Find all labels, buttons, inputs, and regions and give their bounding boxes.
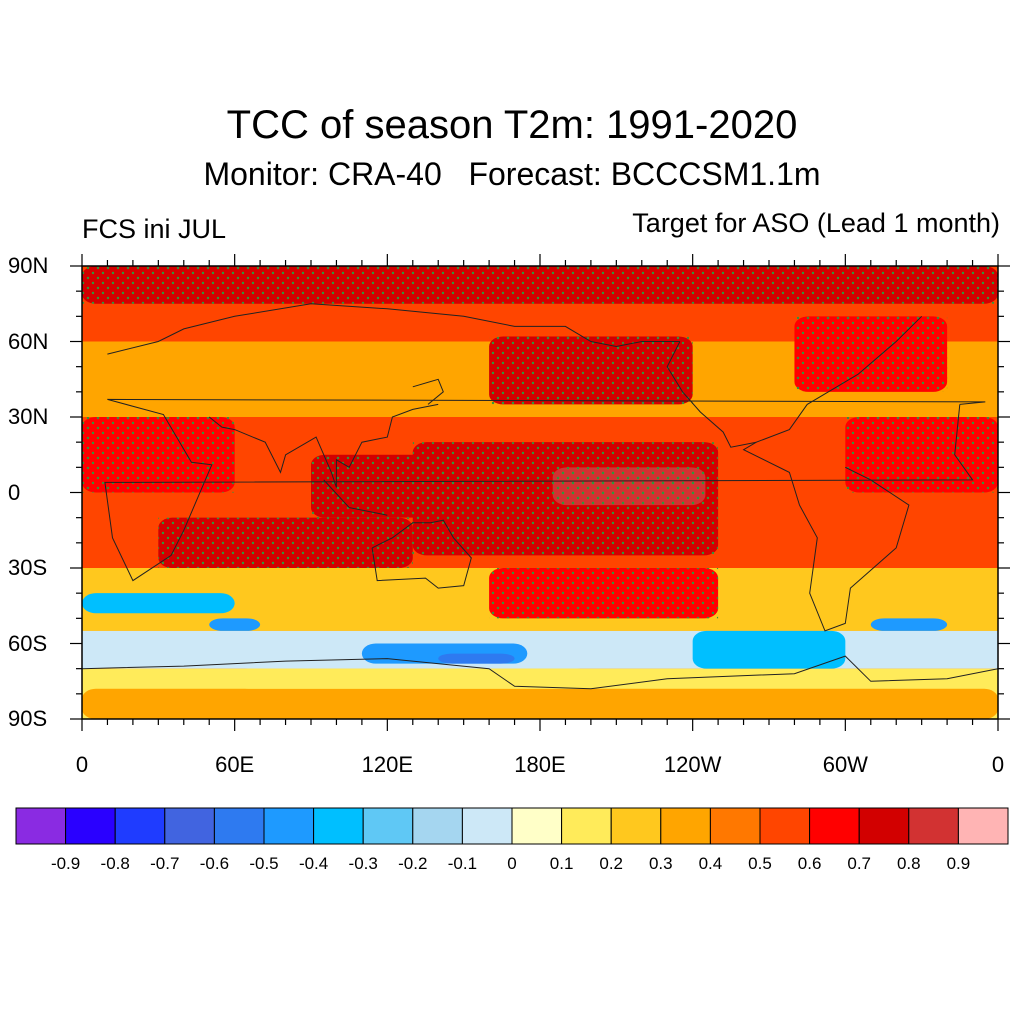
colorbar	[15, 807, 1009, 845]
coastline	[371, 519, 472, 589]
coastline	[107, 303, 680, 355]
colorbar-label: 0.5	[748, 854, 772, 873]
colorbar-label: 0.7	[847, 854, 871, 873]
colorbar-box	[759, 807, 811, 845]
colorbar-box	[313, 807, 364, 845]
colorbar-box	[809, 807, 860, 845]
colorbar-label: 0.4	[698, 854, 723, 873]
field-region	[234, 668, 591, 689]
lon-tick-label: 180E	[514, 752, 566, 777]
colorbar-box	[362, 807, 414, 845]
stipple-region	[311, 454, 464, 518]
colorbar-label: -0.3	[348, 854, 378, 873]
colorbar-label: -0.7	[150, 854, 180, 873]
lat-tick-label: 90N	[8, 253, 49, 278]
stipple-region	[489, 568, 719, 619]
colorbar-box	[65, 807, 116, 845]
field-band	[82, 630, 998, 669]
colorbar-label: 0.3	[648, 854, 673, 873]
colorbar-label: 0.9	[946, 854, 971, 873]
stipple-region	[82, 417, 235, 493]
plot-subtitle: Monitor: CRA-40 Forecast: BCCCSM1.1m	[203, 156, 821, 192]
lon-tick-label: 0	[991, 752, 1005, 777]
field-region	[870, 618, 948, 631]
colorbar-box	[908, 807, 959, 845]
colorbar-label: -0.5	[249, 854, 279, 873]
coastline	[666, 341, 757, 448]
colorbar-box	[561, 807, 612, 845]
colorbar-box	[263, 807, 315, 845]
colorbar-box	[511, 807, 563, 845]
lat-tick-label: 90S	[8, 706, 48, 731]
coastline	[323, 479, 388, 516]
stipple-region	[489, 336, 693, 405]
colorbar-box	[610, 807, 662, 845]
lon-tick-label: 60E	[215, 752, 255, 777]
colorbar-label: -0.8	[100, 854, 130, 873]
coastline	[412, 378, 444, 405]
colorbar-label: 0.6	[797, 854, 822, 873]
colorbar-label: 0.8	[896, 854, 921, 873]
lat-tick-label: 60S	[8, 630, 48, 656]
lon-tick-label: 120W	[663, 752, 722, 777]
target-season-label: Target for ASO (Lead 1 month)	[632, 208, 1000, 238]
colorbar-box	[709, 807, 761, 845]
field-region	[82, 688, 998, 719]
lon-tick-label: 120E	[361, 752, 414, 777]
colorbar-label: -0.6	[199, 854, 230, 873]
coastlines	[82, 303, 998, 690]
colorbar-label: -0.4	[298, 854, 329, 873]
field-region	[438, 653, 515, 664]
coastline	[208, 403, 439, 488]
colorbar-box	[858, 807, 910, 845]
colorbar-box	[164, 807, 215, 845]
field-region	[692, 630, 846, 669]
colorbar-box	[114, 807, 166, 845]
colorbar-label: 0.2	[599, 854, 623, 873]
colorbar-box	[660, 807, 711, 845]
colorbar-box	[15, 807, 67, 845]
colorbar-label: -0.1	[447, 854, 478, 873]
coastline	[82, 655, 998, 690]
coastline	[104, 398, 986, 582]
field-region	[209, 618, 261, 631]
stipple-region	[82, 266, 998, 304]
colorbar-label: -0.9	[50, 854, 81, 873]
plot-title: TCC of season T2m: 1991-2020	[226, 103, 798, 147]
initial-month-label: FCS ini JUL	[82, 214, 227, 244]
lon-tick-label: 0	[75, 752, 89, 777]
lat-tick-label: 30N	[8, 404, 49, 429]
lat-tick-label: 0	[8, 479, 21, 505]
stipple-region	[158, 517, 413, 568]
colorbar-box	[213, 807, 265, 845]
stipple-region	[590, 474, 680, 493]
colorbar-label: 0	[507, 854, 517, 873]
lon-tick-label: 60W	[822, 752, 868, 777]
stipple-region	[845, 417, 998, 493]
colorbar-label: -0.2	[398, 854, 428, 873]
lat-tick-label: 30S	[8, 555, 48, 580]
field-region	[82, 593, 235, 614]
stipple-region	[794, 316, 948, 392]
significance-stippling	[82, 266, 998, 619]
colorbar-box	[957, 807, 1009, 845]
coastline	[742, 315, 923, 632]
colorbar-label: 0.1	[549, 854, 574, 873]
axis-ticks	[70, 254, 1010, 731]
colorbar-box	[412, 807, 463, 845]
colorbar-box	[461, 807, 513, 845]
lat-tick-label: 60N	[8, 328, 49, 354]
